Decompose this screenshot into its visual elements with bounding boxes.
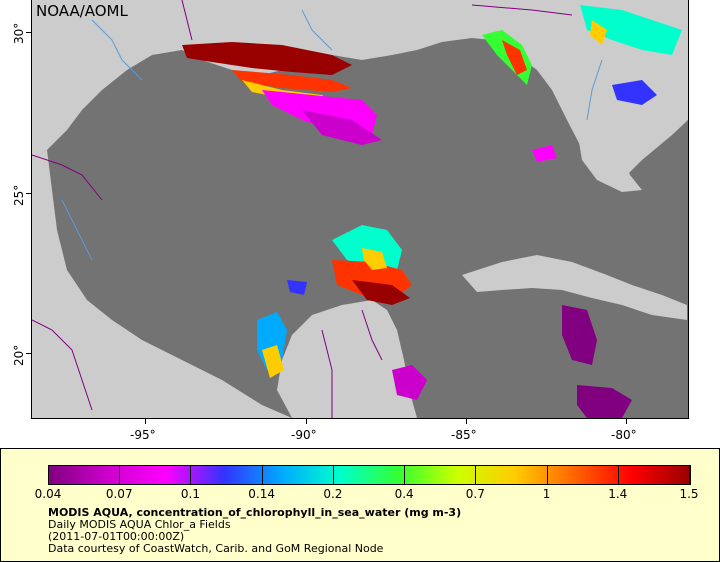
lat-label-30: 30° [12, 22, 26, 44]
lon-tick-90 [306, 418, 307, 424]
credit-label: NOAA/AOML [36, 2, 128, 20]
colorbar-label: 0.14 [248, 487, 276, 501]
colorbar-tick [404, 465, 406, 485]
lon-label-95: -95° [130, 428, 156, 442]
lat-tick-25 [26, 193, 32, 194]
lon-tick-95 [145, 418, 146, 424]
colorbar-tick [475, 465, 477, 485]
colorbar-label: 1 [542, 487, 551, 501]
colorbar-label: 0.7 [465, 487, 485, 501]
colorbar-label: 0.4 [394, 487, 414, 501]
colorbar-label: 0.04 [34, 487, 62, 501]
borders [32, 0, 573, 418]
land-florida [557, 0, 642, 192]
colorbar-label: 1.4 [608, 487, 628, 501]
rivers [61, 9, 603, 261]
lon-tick-85 [466, 418, 467, 424]
legend-title: MODIS AQUA, concentration_of_chlorophyll… [48, 506, 462, 519]
colorbar-label: 0.2 [323, 487, 343, 501]
colorbar-label: 0.1 [180, 487, 200, 501]
colorbar-tick [332, 465, 334, 485]
chlorophyll-pixels [182, 5, 682, 418]
lon-label-90: -90° [291, 428, 317, 442]
chlorophyll-map [32, 0, 688, 418]
colorbar [48, 465, 691, 485]
legend-panel: MODIS AQUA, concentration_of_chlorophyll… [0, 448, 720, 562]
land-central-america [32, 360, 92, 418]
land-cuba [462, 255, 687, 320]
colorbar-label: 0.07 [105, 487, 133, 501]
legend-time: (2011-07-01T00:00:00Z) [48, 530, 185, 543]
colorbar-tick [261, 465, 263, 485]
lon-label-80: -80° [611, 428, 637, 442]
lat-tick-30 [26, 32, 32, 33]
lon-tick-80 [626, 418, 627, 424]
land-mexico [32, 150, 292, 418]
colorbar-tick [48, 465, 49, 485]
legend-subtitle: Daily MODIS AQUA Chlor_a Fields [48, 518, 231, 531]
colorbar-tick [119, 465, 121, 485]
lat-label-25: 25° [12, 184, 26, 206]
colorbar-label: 1.5 [679, 487, 699, 501]
lat-tick-20 [26, 353, 32, 354]
lon-label-85: -85° [451, 428, 477, 442]
map-frame: NOAA/AOML [31, 0, 689, 419]
land-yucatan [277, 300, 417, 418]
colorbar-tick [617, 465, 619, 485]
colorbar-tick [546, 465, 548, 485]
legend-courtesy: Data courtesy of CoastWatch, Carib. and … [48, 542, 384, 555]
lat-label-20: 20° [12, 344, 26, 366]
colorbar-tick [689, 465, 690, 485]
colorbar-tick [190, 465, 192, 485]
